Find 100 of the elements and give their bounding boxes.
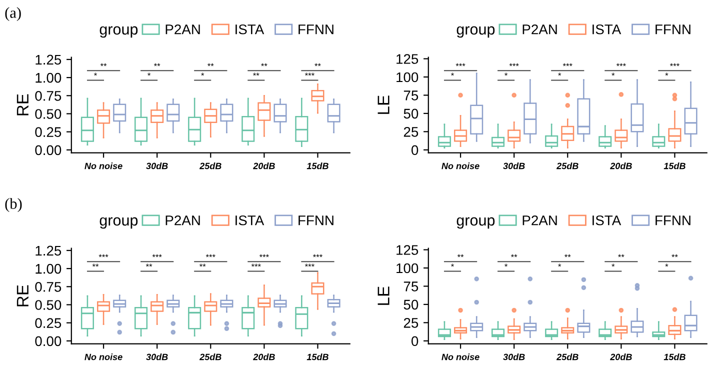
y-tick-label: 0.25 bbox=[35, 127, 62, 137]
annotation: ** bbox=[100, 63, 107, 66]
annotation: *** bbox=[98, 254, 108, 258]
legend-label: P2AN bbox=[522, 24, 557, 34]
x-tick-label: 15dB bbox=[664, 354, 686, 360]
y-axis-title: RE bbox=[16, 94, 28, 116]
annotation: * bbox=[504, 264, 508, 267]
x-tick-label: 20dB bbox=[253, 162, 275, 170]
legend-label: P2AN bbox=[166, 24, 200, 34]
legend-label: P2AN bbox=[522, 215, 557, 226]
legend-label: ISTA bbox=[236, 215, 264, 226]
annotation: *** bbox=[304, 72, 314, 76]
y-tick-label: 75 bbox=[404, 90, 418, 100]
y-tick-label: 125 bbox=[396, 245, 418, 255]
annotation: *** bbox=[616, 63, 626, 66]
y-tick-label: 25 bbox=[404, 318, 418, 328]
y-tick-label: 25 bbox=[404, 126, 418, 137]
y-tick-label: 75 bbox=[404, 282, 418, 292]
annotation: ** bbox=[672, 254, 678, 258]
annotation: ** bbox=[154, 63, 160, 66]
annotation: ** bbox=[314, 63, 321, 66]
annotation: *** bbox=[562, 63, 572, 66]
legend-label: ISTA bbox=[236, 24, 264, 34]
x-tick-label: No noise bbox=[84, 162, 122, 170]
annotation: *** bbox=[509, 63, 519, 66]
x-tick-label: No noise bbox=[442, 162, 480, 170]
y-tick-label: 100 bbox=[396, 263, 418, 274]
annotation: *** bbox=[259, 254, 269, 258]
annotation: * bbox=[665, 72, 668, 76]
y-tick-label: 0 bbox=[411, 336, 418, 346]
y-tick-label: 1.25 bbox=[36, 54, 62, 65]
y-axis-title: LE bbox=[378, 96, 390, 114]
annotation: *** bbox=[670, 63, 680, 66]
legend-label: FFNN bbox=[656, 216, 690, 226]
annotation: * bbox=[504, 72, 508, 76]
legend-title: group bbox=[456, 26, 495, 38]
x-tick-label: 25dB bbox=[199, 354, 222, 360]
x-tick-label: 30dB bbox=[503, 162, 525, 170]
y-tick-label: 1.00 bbox=[36, 72, 62, 83]
y-tick-label: 50 bbox=[404, 108, 418, 119]
x-tick-label: 30dB bbox=[146, 354, 168, 360]
annotation: * bbox=[665, 264, 668, 267]
annotation: ** bbox=[618, 254, 624, 258]
x-tick-label: 25dB bbox=[199, 162, 222, 170]
x-tick-label: 20dB bbox=[253, 354, 275, 360]
annotation: ** bbox=[253, 72, 260, 76]
x-tick-label: 15dB bbox=[306, 354, 328, 360]
y-axis-title: LE bbox=[378, 286, 390, 305]
annotation: *** bbox=[313, 254, 322, 258]
x-tick-label: 20dB bbox=[610, 162, 632, 170]
y-tick-label: 1.00 bbox=[36, 264, 62, 274]
legend-title: group bbox=[100, 217, 138, 229]
legend-label: ISTA bbox=[592, 215, 622, 226]
annotation: * bbox=[451, 72, 454, 76]
y-tick-label: 100 bbox=[396, 72, 418, 82]
x-tick-label: 25dB bbox=[556, 162, 578, 170]
annotation: ** bbox=[92, 264, 99, 267]
x-tick-label: 30dB bbox=[146, 162, 168, 170]
annotation: ** bbox=[208, 63, 214, 66]
annotation: ** bbox=[199, 264, 206, 267]
annotation: ** bbox=[261, 63, 268, 66]
annotation: ** bbox=[457, 254, 464, 258]
x-tick-label: 20dB bbox=[610, 354, 632, 360]
legend-label: FFNN bbox=[298, 24, 334, 34]
annotation: ** bbox=[146, 264, 152, 267]
annotation: ** bbox=[564, 254, 571, 258]
y-tick-label: 0.00 bbox=[35, 145, 62, 156]
legend-label: P2AN bbox=[166, 215, 200, 226]
y-tick-label: 0.50 bbox=[35, 109, 62, 119]
y-tick-label: 0.75 bbox=[35, 90, 62, 101]
legend-title: group bbox=[100, 26, 138, 38]
y-tick-label: 0.75 bbox=[35, 282, 62, 292]
annotation: *** bbox=[152, 254, 162, 258]
y-tick-label: 0 bbox=[411, 145, 418, 156]
annotation: * bbox=[612, 264, 615, 267]
chart-title: (b) bbox=[5, 198, 22, 212]
annotation: *** bbox=[304, 264, 314, 267]
legend-label: ISTA bbox=[592, 24, 622, 34]
y-tick-label: 50 bbox=[404, 300, 418, 310]
x-tick-label: 15dB bbox=[306, 162, 328, 170]
y-axis-title: RE bbox=[16, 285, 28, 306]
annotation: * bbox=[201, 72, 204, 76]
annotation: * bbox=[558, 72, 562, 76]
y-tick-label: 0.25 bbox=[35, 318, 62, 328]
annotation: *** bbox=[251, 264, 261, 267]
y-tick-label: 1.25 bbox=[36, 246, 62, 256]
x-tick-label: No noise bbox=[84, 354, 122, 360]
legend-label: FFNN bbox=[298, 216, 334, 226]
x-tick-label: 15dB bbox=[664, 162, 686, 170]
annotation: * bbox=[451, 264, 454, 267]
chart-title: (a) bbox=[5, 7, 21, 22]
annotation: * bbox=[612, 72, 615, 76]
legend-title: group bbox=[456, 217, 495, 229]
annotation: *** bbox=[456, 63, 466, 66]
x-tick-label: No noise bbox=[442, 354, 480, 360]
annotation: *** bbox=[206, 254, 216, 258]
x-tick-label: 25dB bbox=[556, 354, 578, 360]
annotation: ** bbox=[510, 254, 518, 258]
y-tick-label: 0.50 bbox=[35, 300, 62, 310]
y-tick-label: 0.00 bbox=[35, 336, 62, 346]
